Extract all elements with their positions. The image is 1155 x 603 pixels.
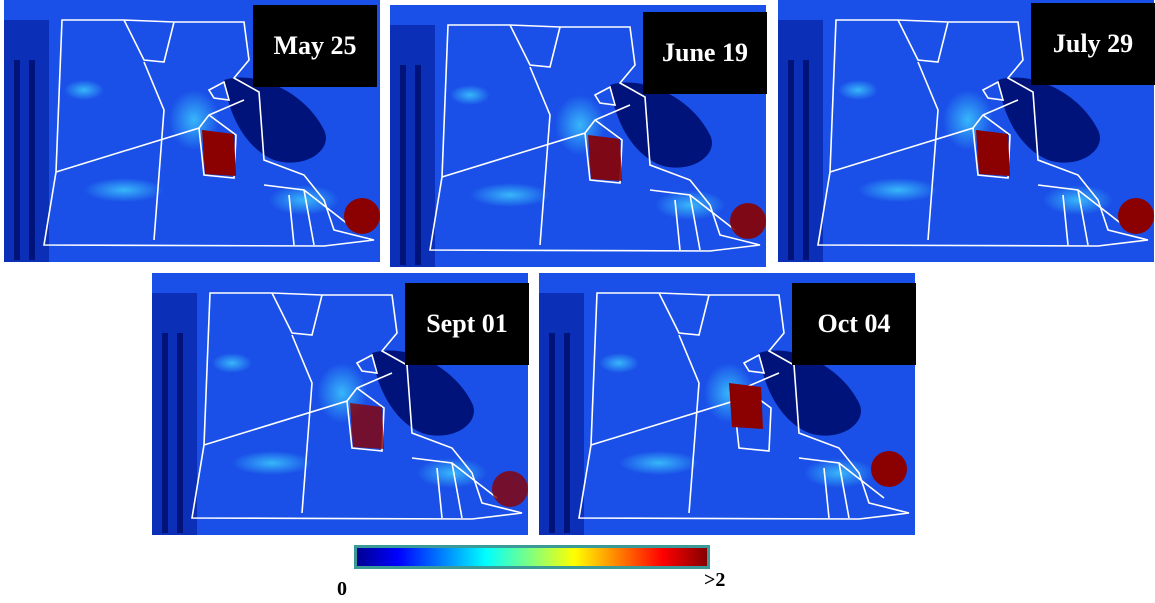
figure: May 25 June 19 July 29 Sept 01 Oct 04 0 >2 [0, 0, 1155, 603]
date-label: July 29 [1031, 3, 1155, 85]
date-label: Oct 04 [792, 283, 916, 365]
date-label: Sept 01 [405, 283, 529, 365]
colorbar-label: 0 [337, 578, 347, 601]
colorbar [354, 545, 710, 569]
colorbar-label: >2 [704, 569, 725, 592]
date-label: June 19 [643, 12, 767, 94]
date-label: May 25 [253, 5, 377, 87]
